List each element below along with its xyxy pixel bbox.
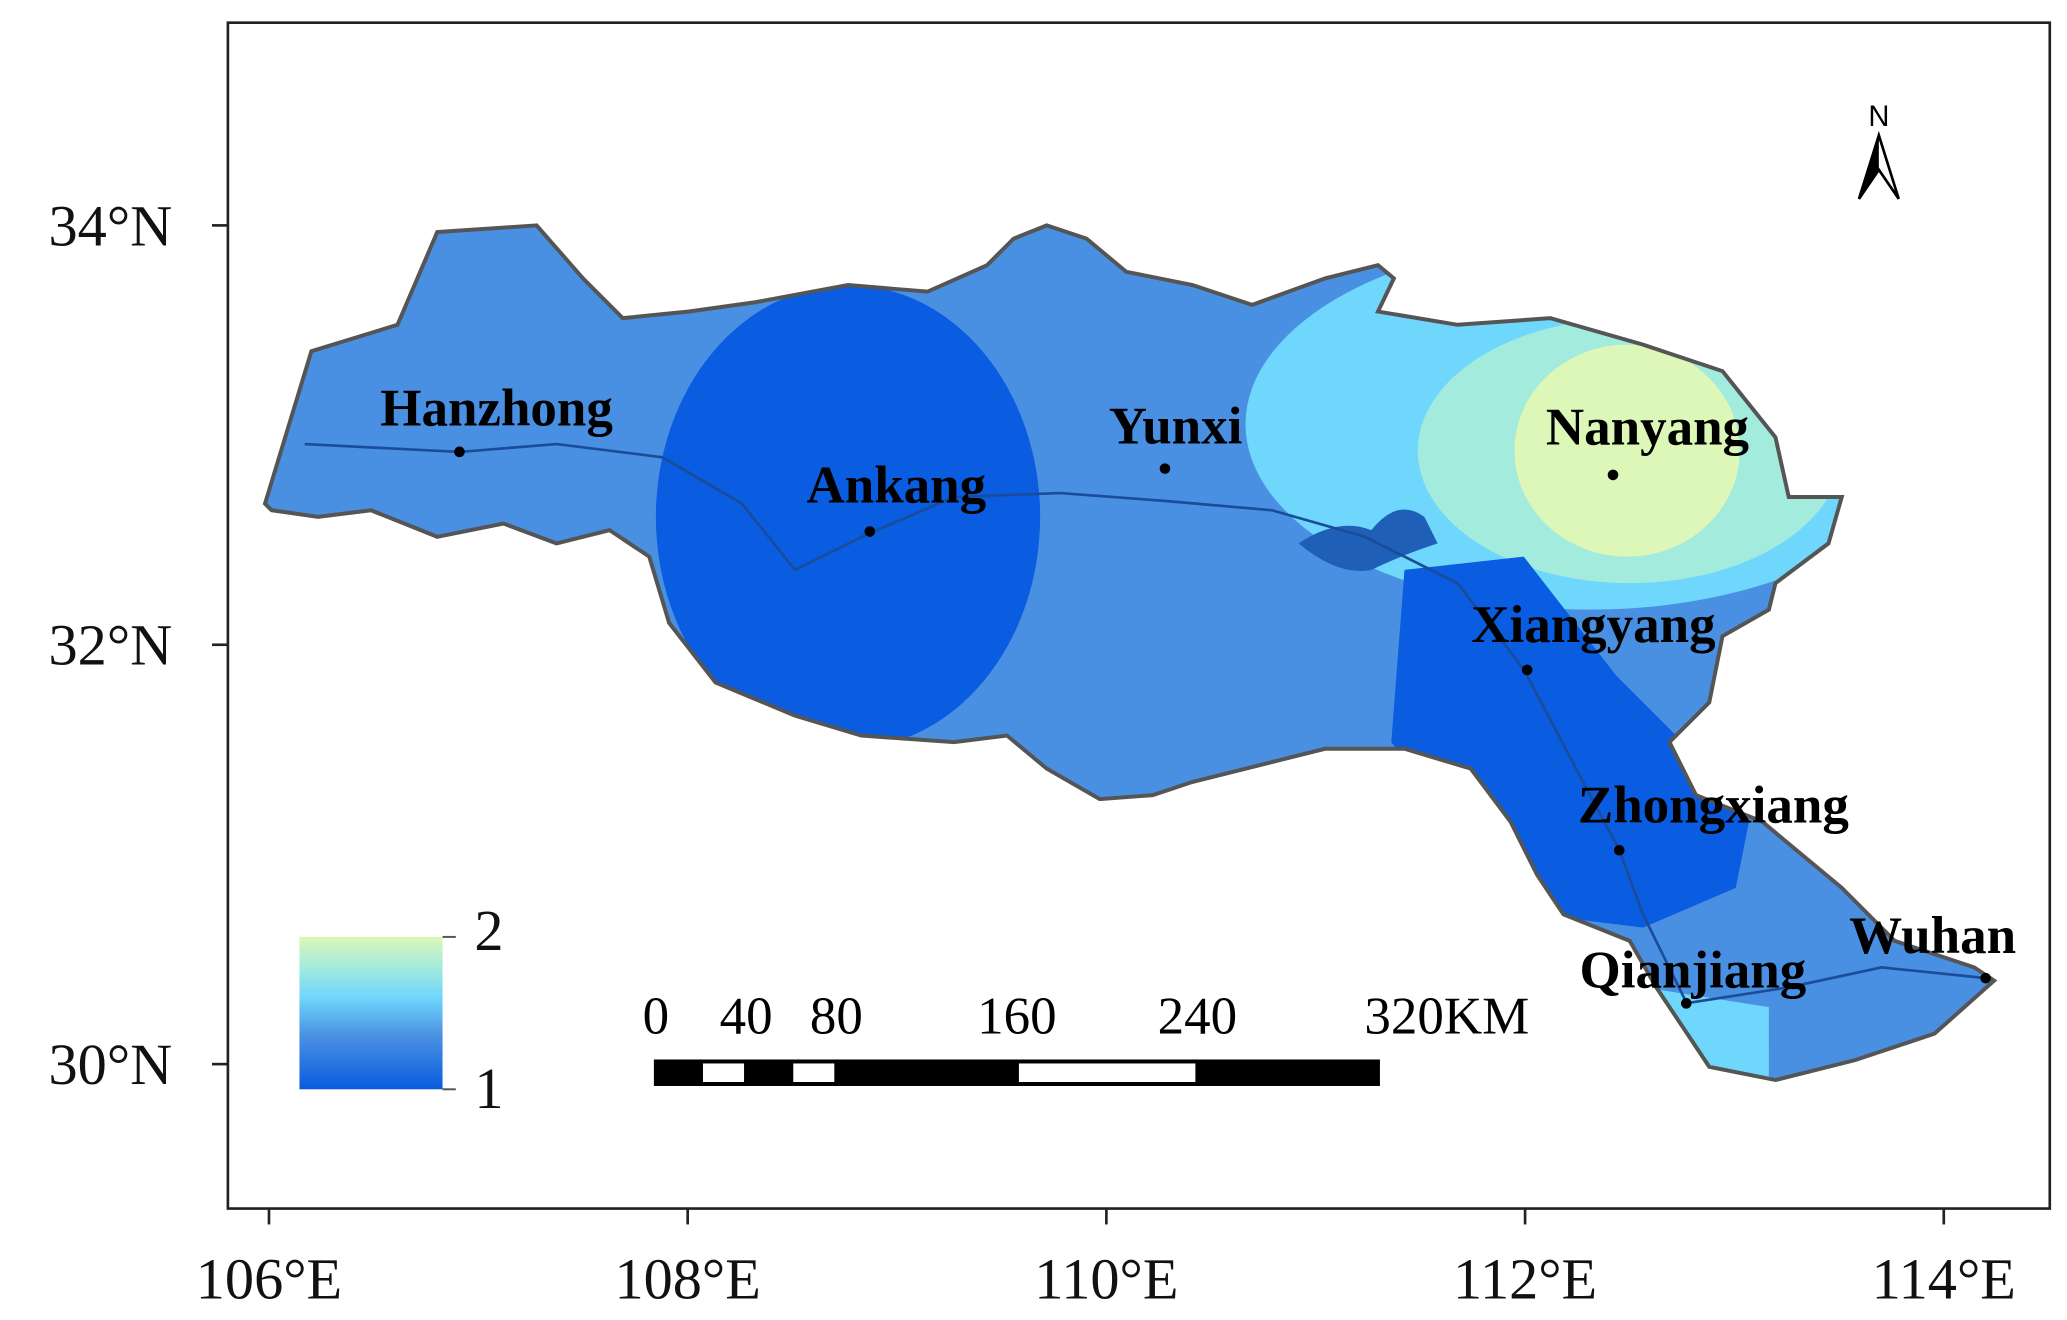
scale-segment — [653, 1059, 703, 1086]
city-label: Yunxi — [1109, 397, 1243, 455]
map-frame — [226, 21, 2052, 1210]
x-tick-label: 110°E — [1034, 1247, 1178, 1312]
north-arrow-half — [1858, 135, 1879, 199]
scale-segment — [699, 1059, 749, 1086]
city-dot — [1980, 972, 1991, 984]
city-label: Zhongxiang — [1578, 776, 1849, 834]
y-tick-label: 32°N — [49, 613, 173, 678]
city-dot — [864, 526, 876, 537]
north-label: N — [1868, 101, 1889, 133]
x-tick-label: 106°E — [196, 1247, 342, 1312]
scale-segment — [789, 1059, 839, 1086]
x-tick-label: 108°E — [614, 1247, 760, 1312]
y-tick-label: 34°N — [49, 193, 173, 258]
city-dot — [1613, 844, 1625, 856]
y-tick-label: 30°N — [49, 1032, 173, 1097]
scale-label: 320KM — [1364, 988, 1529, 1046]
scale-segment — [744, 1059, 794, 1086]
legend-label: 2 — [474, 898, 503, 963]
scale-label: 80 — [810, 988, 863, 1046]
city-dot — [1607, 469, 1619, 481]
legend-gradient — [299, 936, 443, 1090]
scale-label: 240 — [1158, 988, 1238, 1046]
scale-segment — [1014, 1059, 1200, 1086]
scale-label: 160 — [977, 988, 1057, 1046]
x-tick-label: 112°E — [1453, 1247, 1597, 1312]
city-label: Nanyang — [1546, 398, 1749, 456]
x-tick-label: 114°E — [1872, 1247, 2016, 1312]
city-label: Ankang — [806, 456, 986, 514]
scale-segment — [834, 1059, 1019, 1086]
scale-label: 0 — [643, 988, 670, 1046]
city-dot — [1159, 463, 1171, 474]
city-dot — [1521, 664, 1533, 676]
legend-label: 1 — [474, 1056, 503, 1121]
basin-outline — [262, 223, 1998, 1083]
city-label: Hanzhong — [380, 379, 613, 437]
scale-label: 40 — [720, 988, 773, 1046]
city-dot — [1680, 998, 1692, 1009]
city-dot — [454, 446, 465, 458]
city-label: Wuhan — [1849, 907, 2016, 965]
city-label: Qianjiang — [1580, 941, 1807, 999]
city-label: Xiangyang — [1471, 596, 1715, 654]
scale-segment — [1195, 1059, 1380, 1086]
